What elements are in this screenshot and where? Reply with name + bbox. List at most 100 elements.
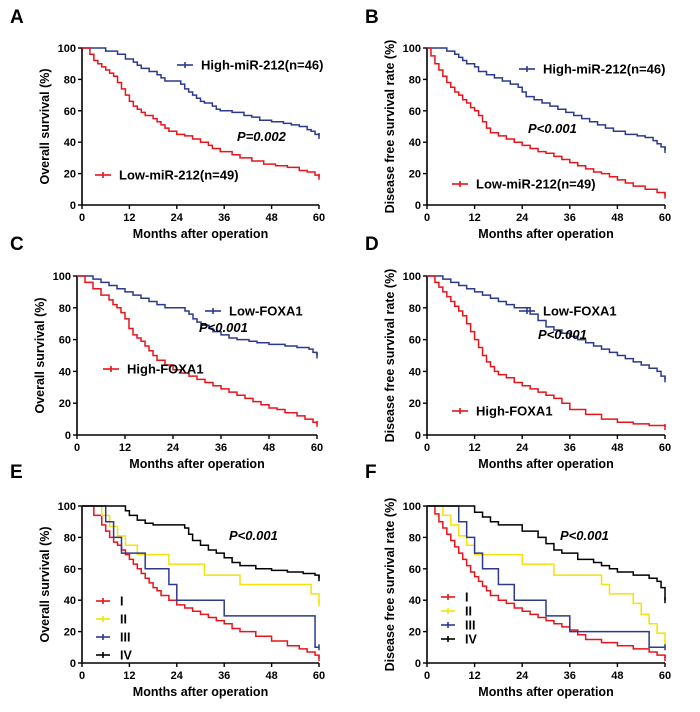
- y-tick-label: 80: [409, 532, 421, 544]
- y-tick-label: 0: [70, 200, 76, 212]
- legend-label: II: [465, 605, 472, 619]
- x-tick-label: 24: [516, 670, 529, 682]
- series-line: [77, 275, 318, 356]
- legend-entry: High-miR-212(n=46): [177, 58, 323, 73]
- legend-label: High-miR-212(n=46): [201, 58, 323, 73]
- legend-entry: IV: [96, 649, 132, 663]
- y-tick-label: 100: [403, 271, 421, 283]
- y-tick-label: 60: [59, 335, 71, 347]
- y-tick-label: 20: [64, 169, 76, 181]
- legend-entry: High-FOXA1: [103, 362, 204, 377]
- series-line: [82, 505, 320, 604]
- y-tick-label: 0: [70, 658, 76, 670]
- legend-label: II: [120, 613, 127, 627]
- x-tick-label: 36: [218, 212, 230, 224]
- x-tick-label: 60: [313, 670, 325, 682]
- legend-label: Low-miR-212(n=49): [119, 168, 239, 183]
- panel-a: A 0 12 24 36 48 60 0 20 40 60 80 100 Months after ope…: [10, 7, 325, 241]
- p-value-annotation: P<0.001: [199, 320, 248, 335]
- legend-entry: IV: [441, 633, 477, 647]
- legend-label: I: [465, 591, 468, 605]
- p-value-annotation: P<0.001: [560, 528, 609, 543]
- legend-entry: High-miR-212(n=46): [519, 62, 665, 77]
- x-tick-label: 0: [79, 212, 85, 224]
- series-line: [427, 275, 666, 428]
- panel-label: C: [10, 234, 24, 255]
- legend-entry: III: [96, 631, 130, 645]
- legend-entry: II: [441, 605, 472, 619]
- y-tick-label: 80: [409, 74, 421, 86]
- x-tick-label: 48: [265, 670, 277, 682]
- x-tick-label: 60: [659, 212, 671, 224]
- legend-entry: Low-FOXA1: [519, 304, 617, 319]
- series-line: [427, 505, 666, 659]
- x-tick-label: 0: [74, 442, 80, 454]
- series-line: [427, 275, 666, 380]
- x-axis-label: Months after operation: [133, 685, 268, 699]
- y-tick-label: 80: [409, 303, 421, 315]
- y-tick-label: 40: [64, 137, 76, 149]
- series-line: [427, 505, 665, 649]
- x-axis-label: Months after operation: [478, 227, 613, 241]
- y-tick-label: 100: [58, 43, 76, 55]
- y-tick-label: 80: [64, 532, 76, 544]
- legend-label: III: [120, 631, 130, 645]
- panel-label: A: [10, 7, 24, 28]
- y-tick-label: 40: [409, 366, 421, 378]
- series-line: [427, 47, 666, 151]
- y-tick-label: 20: [409, 169, 421, 181]
- x-tick-label: 24: [171, 212, 184, 224]
- y-tick-label: 20: [409, 398, 421, 410]
- legend-entry: I: [96, 595, 123, 609]
- x-axis-label: Months after operation: [133, 227, 268, 241]
- x-tick-label: 12: [123, 670, 135, 682]
- y-tick-label: 0: [65, 430, 71, 442]
- y-tick-label: 40: [409, 137, 421, 149]
- x-tick-label: 60: [311, 442, 323, 454]
- x-axis-label: Months after operation: [478, 685, 613, 699]
- legend-entry: III: [441, 619, 475, 633]
- x-tick-label: 36: [564, 442, 576, 454]
- x-tick-label: 12: [468, 442, 480, 454]
- x-tick-label: 48: [611, 442, 623, 454]
- y-axis-label: Disease free survival rate (%): [383, 269, 397, 443]
- x-tick-label: 12: [123, 212, 135, 224]
- x-tick-label: 48: [263, 442, 275, 454]
- x-axis-label: Months after operation: [129, 457, 264, 471]
- y-tick-label: 0: [415, 200, 421, 212]
- y-tick-label: 0: [415, 430, 421, 442]
- y-tick-label: 60: [64, 564, 76, 576]
- panel-b: B 0 12 24 36 48 60 0 20 40 60 80 100 Months after ope…: [365, 7, 671, 241]
- x-tick-label: 12: [468, 212, 480, 224]
- legend-entry: Low-FOXA1: [205, 304, 303, 319]
- legend-label: Low-FOXA1: [543, 304, 617, 319]
- legend-entry: II: [96, 613, 127, 627]
- y-tick-label: 100: [403, 501, 421, 513]
- x-tick-label: 60: [659, 670, 671, 682]
- y-axis-label: Disease free survival rate (%): [383, 498, 397, 672]
- x-tick-label: 24: [167, 442, 180, 454]
- legend-label: Low-FOXA1: [229, 304, 303, 319]
- series-line: [82, 505, 320, 659]
- legend-label: High-FOXA1: [127, 362, 204, 377]
- x-tick-label: 36: [564, 212, 576, 224]
- x-tick-label: 12: [119, 442, 131, 454]
- panel-label: B: [365, 7, 379, 28]
- legend-label: III: [465, 619, 475, 633]
- y-axis-label: Disease free survival rate (%): [383, 40, 397, 214]
- panel-label: D: [365, 234, 379, 255]
- p-value-annotation: P<0.001: [538, 327, 587, 342]
- legend-label: High-FOXA1: [476, 404, 553, 419]
- x-tick-label: 0: [79, 670, 85, 682]
- x-tick-label: 60: [313, 212, 325, 224]
- legend-label: I: [120, 595, 123, 609]
- y-tick-label: 60: [64, 106, 76, 118]
- y-tick-label: 60: [409, 564, 421, 576]
- x-tick-label: 36: [218, 670, 230, 682]
- x-tick-label: 12: [468, 670, 480, 682]
- x-tick-label: 0: [424, 442, 430, 454]
- legend-entry: Low-miR-212(n=49): [95, 168, 239, 183]
- legend-label: Low-miR-212(n=49): [476, 177, 596, 192]
- x-axis-label: Months after operation: [478, 457, 613, 471]
